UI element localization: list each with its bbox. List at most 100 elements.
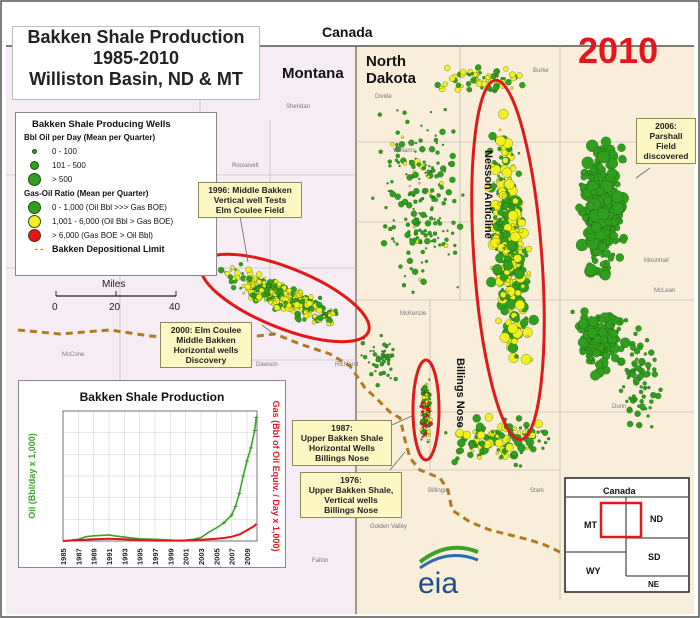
well-dot: [433, 197, 438, 202]
well-dot: [429, 194, 433, 199]
well-dot: [498, 201, 502, 204]
well-dot: [515, 415, 523, 422]
well-dot: [467, 451, 474, 459]
well-dot: [524, 278, 531, 285]
well-dot: [372, 349, 375, 353]
well-dot: [418, 212, 421, 215]
well-dot: [433, 218, 436, 221]
well-dot: [510, 222, 516, 228]
well-dot: [500, 307, 509, 316]
well-dot: [470, 77, 477, 84]
scale-title: Miles: [102, 279, 125, 290]
billings-nose-ellipse: [411, 358, 441, 462]
well-dot: [578, 318, 589, 329]
well-dot: [507, 210, 519, 221]
callout-1976: 1976: Upper Bakken Shale, Vertical wells…: [300, 472, 402, 518]
well-dot: [380, 240, 388, 247]
well-dot: [429, 234, 433, 238]
well-dot: [481, 426, 487, 431]
well-dot: [450, 231, 455, 235]
well-dot: [390, 180, 394, 184]
chart-point-oil: [248, 445, 253, 450]
well-dot: [609, 231, 619, 241]
well-dot: [388, 226, 393, 232]
well-dot: [492, 160, 497, 165]
well-dot: [639, 399, 644, 404]
well-dot: [492, 84, 499, 92]
well-dot: [435, 150, 440, 155]
well-dot: [417, 220, 421, 224]
well-dot: [381, 359, 386, 364]
well-dot: [652, 367, 657, 372]
well-dot: [526, 271, 531, 276]
well-dot: [408, 184, 412, 188]
well-dot: [413, 229, 419, 234]
well-dot: [502, 230, 511, 239]
well-dot: [595, 180, 600, 185]
well-dot: [436, 193, 441, 198]
well-dot: [327, 313, 332, 318]
well-dot: [589, 166, 597, 173]
well-dot: [592, 349, 601, 358]
well-dot: [635, 357, 639, 361]
well-dot: [432, 231, 438, 236]
well-dot: [324, 311, 328, 315]
chart-x-tick: 1987: [74, 548, 83, 565]
well-dot: [505, 319, 512, 326]
well-dot: [401, 283, 407, 288]
chart-x-tick: 1989: [90, 548, 99, 565]
well-dot: [494, 438, 504, 448]
well-dot: [495, 74, 499, 78]
montana-label: Montana: [282, 65, 344, 82]
well-dot: [505, 79, 512, 86]
well-dot: [405, 173, 408, 176]
callout-2000-line: Horizontal wells: [173, 345, 239, 355]
well-dot: [443, 243, 449, 248]
well-dot: [422, 190, 426, 193]
well-dot: [579, 348, 586, 356]
well-dot: [290, 292, 295, 297]
well-dot: [497, 284, 501, 288]
well-dot: [292, 296, 296, 300]
well-dot: [405, 119, 410, 125]
well-dot: [496, 179, 500, 183]
well-dot: [295, 311, 300, 316]
well-dot: [428, 146, 436, 153]
well-dot: [245, 266, 252, 273]
well-dot: [645, 361, 652, 369]
well-dot: [388, 342, 391, 346]
well-dot: [391, 237, 395, 241]
well-dot: [517, 218, 526, 228]
well-dot: [386, 373, 390, 378]
well-dot: [499, 454, 504, 460]
well-dot: [436, 236, 440, 240]
title-line-3: Williston Basin, ND & MT: [29, 69, 243, 89]
well-dot: [658, 387, 663, 392]
well-dot: [644, 338, 650, 343]
production-chart-panel: Bakken Shale Production 1985 1987 1989 1991 1…: [18, 380, 286, 568]
well-dot: [406, 250, 411, 255]
well-dot: [537, 439, 541, 443]
well-dot: [360, 354, 363, 357]
well-dot: [466, 87, 473, 93]
well-dot: [426, 412, 430, 415]
well-dot: [418, 239, 423, 243]
well-dot: [587, 316, 598, 327]
well-dot: [604, 229, 611, 236]
well-dot: [383, 224, 388, 229]
well-dot: [412, 207, 415, 211]
well-dot: [599, 261, 607, 268]
well-dot: [415, 236, 420, 240]
well-dot: [590, 370, 601, 381]
well-dot: [512, 197, 519, 205]
legend-gor-high: > 6,000 (Gas BOE > Oil Bbl): [27, 228, 216, 242]
well-dot: [428, 378, 431, 381]
well-dot: [594, 360, 604, 369]
well-dot: [283, 300, 288, 305]
well-dot: [459, 68, 467, 76]
well-dot: [249, 292, 254, 298]
well-dot: [388, 164, 392, 168]
well-dot: [445, 189, 452, 196]
well-dot: [381, 350, 384, 353]
